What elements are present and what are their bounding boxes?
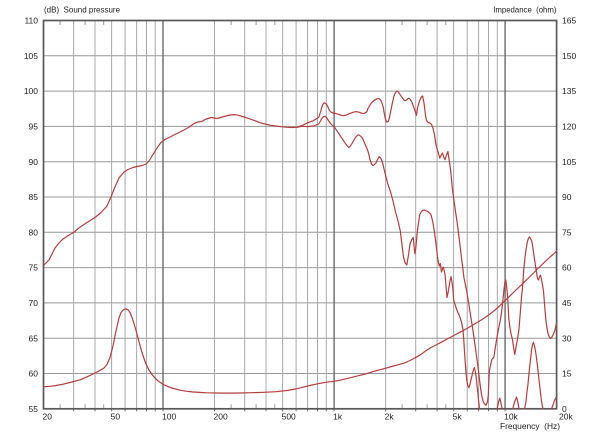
svg-text:105: 105 xyxy=(562,157,576,167)
svg-text:20: 20 xyxy=(43,411,53,421)
svg-text:60: 60 xyxy=(562,263,572,273)
svg-text:15: 15 xyxy=(562,369,572,379)
svg-text:5k: 5k xyxy=(453,411,463,421)
svg-text:65: 65 xyxy=(29,333,39,343)
svg-text:60: 60 xyxy=(29,369,39,379)
svg-text:105: 105 xyxy=(24,51,38,61)
svg-text:20k: 20k xyxy=(559,411,573,421)
svg-text:120: 120 xyxy=(562,122,576,132)
svg-text:Frequency (Hz): Frequency (Hz) xyxy=(500,421,560,431)
svg-text:80: 80 xyxy=(29,227,39,237)
svg-text:Impedance (ohm): Impedance (ohm) xyxy=(493,6,557,15)
svg-text:500: 500 xyxy=(282,411,296,421)
svg-text:2k: 2k xyxy=(385,411,395,421)
svg-text:100: 100 xyxy=(24,86,38,96)
svg-text:55: 55 xyxy=(29,404,39,414)
svg-text:45: 45 xyxy=(562,298,572,308)
svg-text:200: 200 xyxy=(214,411,228,421)
svg-text:(dB) Sound pressure: (dB) Sound pressure xyxy=(44,6,121,15)
svg-text:75: 75 xyxy=(29,263,39,273)
svg-text:110: 110 xyxy=(24,16,38,26)
svg-text:165: 165 xyxy=(562,16,576,26)
svg-text:70: 70 xyxy=(29,298,39,308)
svg-text:30: 30 xyxy=(562,333,572,343)
svg-text:75: 75 xyxy=(562,227,572,237)
svg-text:90: 90 xyxy=(29,157,39,167)
svg-text:0: 0 xyxy=(562,404,567,414)
svg-text:150: 150 xyxy=(562,51,576,61)
svg-text:50: 50 xyxy=(111,411,121,421)
svg-text:100: 100 xyxy=(162,411,176,421)
svg-text:95: 95 xyxy=(29,122,39,132)
svg-text:90: 90 xyxy=(562,192,572,202)
svg-text:1k: 1k xyxy=(333,411,343,421)
svg-text:10k: 10k xyxy=(504,411,518,421)
svg-text:135: 135 xyxy=(562,86,576,96)
svg-text:85: 85 xyxy=(29,192,39,202)
